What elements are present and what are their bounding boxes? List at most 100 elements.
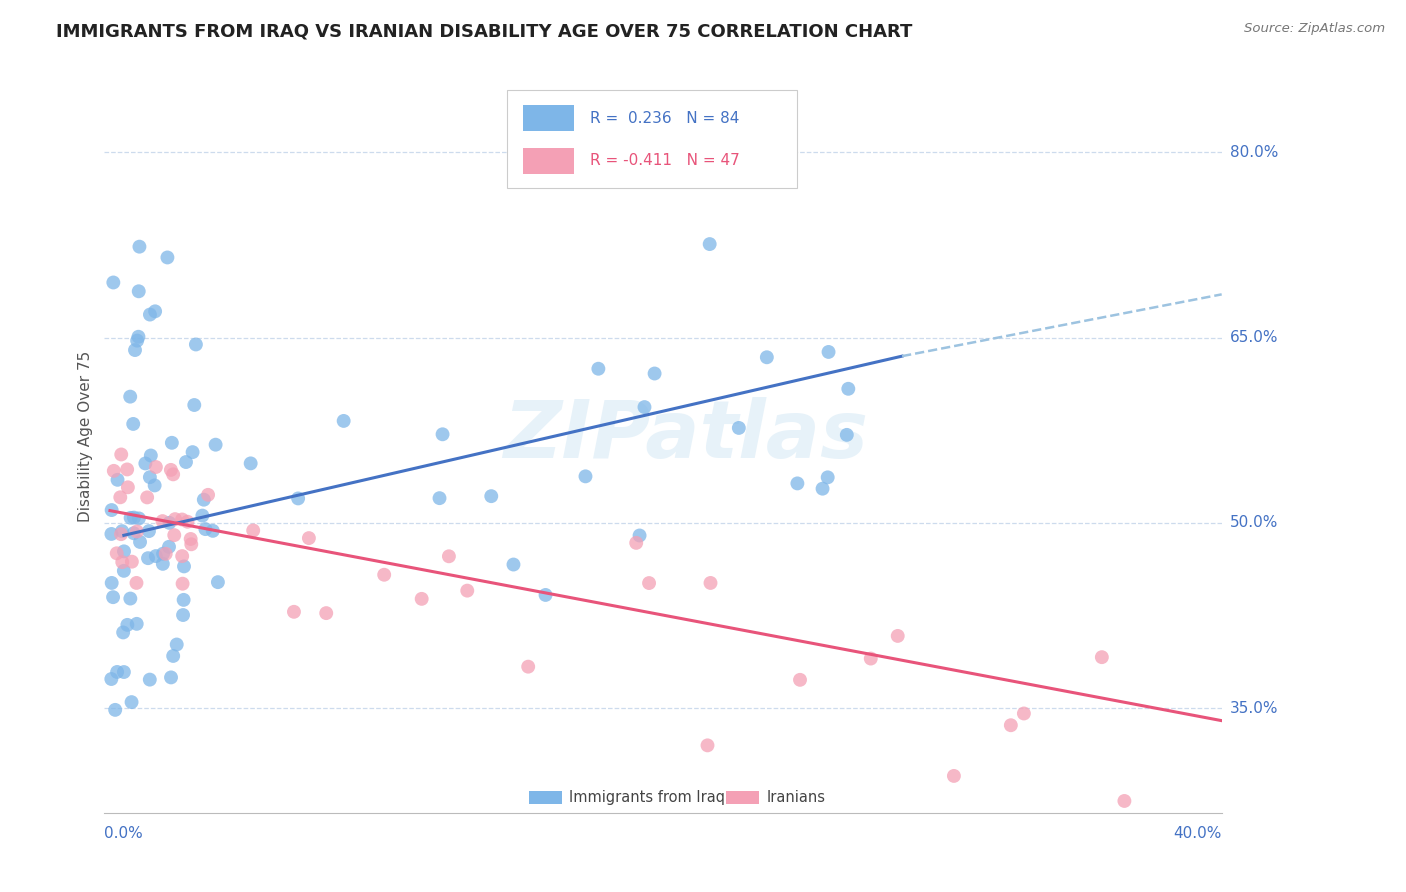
Text: 40.0%: 40.0%: [1174, 826, 1222, 841]
Point: [644, 367, 666, 381]
Text: ZIPatlas: ZIPatlas: [503, 398, 868, 475]
Point: [172, 607, 194, 622]
Point: [239, 456, 262, 470]
Point: [287, 491, 309, 506]
Point: [127, 334, 149, 348]
Point: [128, 240, 150, 254]
Point: [127, 330, 149, 344]
Point: [887, 629, 910, 643]
Point: [283, 605, 305, 619]
Point: [122, 526, 145, 541]
Point: [173, 592, 195, 607]
Point: [125, 616, 148, 631]
Point: [125, 575, 148, 590]
FancyBboxPatch shape: [529, 790, 562, 805]
Point: [638, 576, 661, 591]
Point: [194, 522, 217, 536]
Point: [112, 544, 135, 558]
Point: [162, 467, 184, 482]
Point: [122, 510, 145, 524]
Point: [837, 382, 859, 396]
Point: [1000, 718, 1022, 732]
Point: [429, 491, 451, 505]
Point: [134, 457, 156, 471]
Text: Iranians: Iranians: [766, 790, 825, 805]
Point: [193, 492, 215, 507]
Text: Source: ZipAtlas.com: Source: ZipAtlas.com: [1244, 22, 1385, 36]
Point: [315, 606, 337, 620]
Point: [1012, 706, 1035, 721]
Text: 80.0%: 80.0%: [1230, 145, 1278, 160]
Point: [373, 567, 395, 582]
Point: [180, 537, 202, 551]
FancyBboxPatch shape: [523, 105, 574, 131]
Point: [157, 516, 180, 530]
Point: [181, 445, 204, 459]
Point: [145, 549, 167, 563]
Point: [100, 576, 122, 591]
Point: [115, 462, 138, 476]
Point: [110, 490, 132, 504]
Point: [120, 511, 142, 525]
Point: [817, 470, 839, 484]
Point: [574, 469, 596, 483]
Point: [121, 555, 143, 569]
Point: [103, 276, 125, 290]
Point: [152, 514, 174, 528]
Point: [1114, 794, 1136, 808]
Point: [145, 460, 167, 475]
Point: [143, 478, 166, 492]
Point: [152, 557, 174, 571]
Point: [105, 665, 128, 679]
Point: [298, 531, 321, 545]
Point: [817, 345, 839, 359]
Point: [152, 547, 174, 561]
Point: [112, 625, 135, 640]
FancyBboxPatch shape: [506, 90, 797, 187]
Point: [411, 591, 433, 606]
Point: [129, 535, 152, 549]
Point: [204, 438, 226, 452]
FancyBboxPatch shape: [725, 790, 759, 805]
Point: [1091, 650, 1114, 665]
Point: [626, 536, 648, 550]
Point: [125, 524, 148, 539]
Point: [160, 670, 183, 684]
Point: [128, 511, 150, 525]
Point: [502, 558, 524, 572]
Point: [242, 524, 264, 538]
Text: IMMIGRANTS FROM IRAQ VS IRANIAN DISABILITY AGE OVER 75 CORRELATION CHART: IMMIGRANTS FROM IRAQ VS IRANIAN DISABILI…: [56, 22, 912, 40]
Point: [174, 455, 197, 469]
Point: [139, 673, 162, 687]
Point: [139, 449, 162, 463]
Point: [517, 659, 540, 673]
Text: Immigrants from Iraq: Immigrants from Iraq: [569, 790, 725, 805]
Point: [789, 673, 811, 687]
Point: [162, 648, 184, 663]
Point: [122, 417, 145, 431]
Point: [139, 470, 162, 484]
Point: [437, 549, 460, 564]
Point: [534, 588, 557, 602]
Point: [165, 512, 187, 526]
Point: [183, 398, 205, 412]
Point: [111, 555, 134, 569]
Point: [197, 488, 219, 502]
Point: [588, 361, 610, 376]
Point: [166, 638, 188, 652]
Point: [633, 400, 655, 414]
Point: [172, 512, 194, 526]
Point: [176, 515, 198, 529]
Point: [121, 695, 143, 709]
Point: [786, 476, 808, 491]
Y-axis label: Disability Age Over 75: Disability Age Over 75: [79, 351, 93, 522]
Point: [172, 576, 194, 591]
Point: [173, 559, 195, 574]
Point: [120, 390, 142, 404]
Text: 50.0%: 50.0%: [1230, 516, 1278, 531]
Point: [207, 575, 229, 590]
Point: [105, 546, 128, 560]
Point: [139, 308, 162, 322]
Text: 0.0%: 0.0%: [104, 826, 143, 841]
Point: [104, 703, 127, 717]
